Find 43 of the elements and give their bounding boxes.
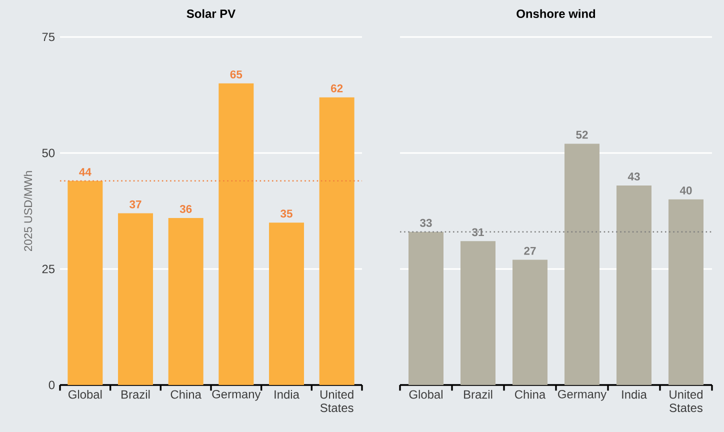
chart-title: Onshore wind [516, 9, 596, 18]
bar [218, 83, 254, 385]
x-tick-label: Germany [558, 390, 607, 401]
x-tick-label: China [170, 390, 202, 399]
data-label: 44 [79, 168, 92, 176]
x-tick-label: United States [670, 390, 702, 412]
bar [460, 241, 496, 385]
bar [616, 185, 652, 385]
chart-title: Solar PV [186, 9, 236, 18]
data-label: 35 [280, 210, 292, 218]
x-tick-label: Global [68, 390, 102, 399]
bar [512, 260, 548, 385]
x-tick-label: Brazil [464, 390, 492, 399]
bar [668, 199, 704, 385]
data-label: 31 [472, 228, 484, 236]
x-tick-label: United States [320, 390, 354, 412]
y-axis-title: 2025 USD/MWh [24, 171, 32, 252]
bar [408, 232, 444, 385]
bar [268, 222, 304, 385]
data-label: 33 [420, 218, 432, 227]
data-label: 27 [524, 246, 536, 255]
x-tick-label: Global [409, 390, 442, 399]
data-label: 36 [180, 205, 192, 213]
data-label: 40 [680, 186, 692, 194]
data-label: 65 [230, 70, 242, 78]
data-label: 37 [130, 200, 142, 208]
x-tick-label: Brazil [122, 390, 150, 399]
data-label: 52 [576, 130, 588, 139]
y-tick-label: 0 [48, 380, 55, 390]
y-tick-label: 75 [42, 32, 55, 42]
bar [168, 218, 204, 385]
x-tick-label: India [622, 390, 647, 399]
y-tick-label: 25 [42, 264, 55, 274]
y-tick-label: 50 [42, 148, 55, 158]
x-tick-label: China [515, 390, 546, 399]
bar [118, 213, 154, 385]
data-label: 62 [330, 84, 343, 92]
bar [319, 97, 354, 385]
x-tick-label: Germany [212, 390, 261, 401]
data-label: 43 [628, 172, 640, 181]
x-tick-label: India [274, 390, 300, 399]
bar [564, 144, 600, 385]
bar [68, 180, 103, 385]
